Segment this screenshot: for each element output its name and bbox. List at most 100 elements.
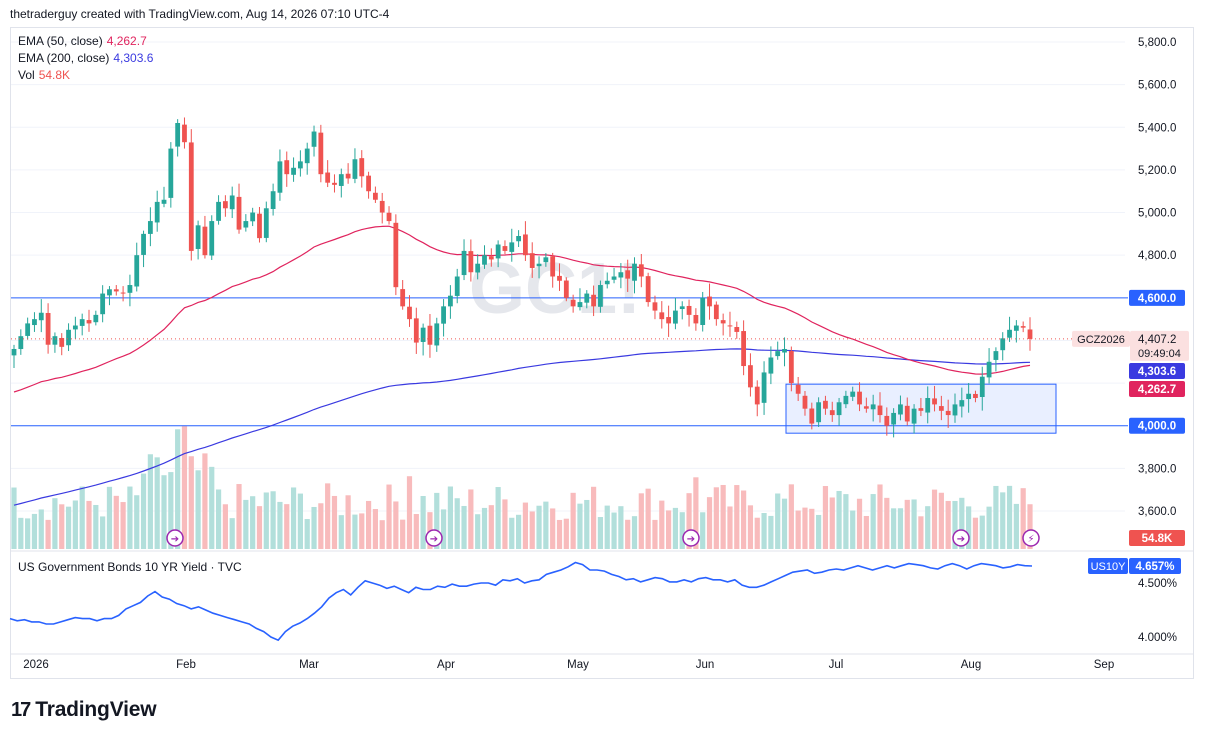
candle-body	[604, 280, 610, 285]
candle-body	[775, 351, 781, 357]
volume-bar	[979, 515, 985, 549]
volume-bar	[556, 519, 563, 549]
time-tick-label: Jul	[829, 659, 844, 671]
candle-body	[693, 315, 699, 324]
candle-body	[536, 263, 542, 267]
volume-bar	[413, 514, 419, 549]
volume-bar	[522, 502, 529, 549]
candle-body	[182, 124, 187, 143]
volume-bar	[706, 497, 713, 549]
volume-bar	[263, 492, 269, 549]
candle-body	[32, 319, 37, 326]
candle-body	[475, 263, 481, 273]
volume-bar	[959, 497, 965, 549]
volume-bar	[38, 509, 44, 549]
candle-body	[945, 410, 951, 416]
candle-body	[141, 233, 146, 255]
volume-bar	[1013, 503, 1019, 549]
ema200-price-tag	[1129, 363, 1185, 379]
volume-bar	[181, 426, 188, 549]
ema200-price-label: 4,303.6	[1138, 366, 1176, 378]
candle-body	[523, 234, 528, 256]
ema200-legend[interactable]: EMA (200, close) 4,303.6	[18, 51, 153, 65]
candle-body	[795, 384, 801, 394]
volume-bar	[345, 495, 351, 549]
volume-bar	[440, 509, 447, 549]
volume-bar	[645, 488, 651, 549]
candle-body	[543, 257, 549, 263]
tradingview-logo[interactable]: 17 TradingView	[11, 698, 157, 722]
tradingview-mark-icon: 17	[11, 698, 31, 721]
volume-bar	[277, 501, 283, 549]
volume-bar	[113, 495, 119, 549]
candle-body	[495, 244, 501, 259]
candle-body	[461, 250, 467, 276]
volume-bar	[488, 505, 494, 549]
volume-bar	[250, 496, 256, 549]
candle-body	[550, 256, 556, 277]
candle-body	[754, 386, 760, 405]
volume-bar	[11, 487, 17, 549]
candle-body	[79, 319, 85, 326]
candle-body	[788, 350, 794, 384]
price-tick-label: 5,000.0	[1138, 208, 1176, 220]
event-arrow-icon: ➔	[171, 534, 179, 545]
candle-body	[297, 161, 303, 169]
volume-bar	[59, 504, 65, 549]
volume-bar	[904, 499, 910, 549]
yield-last-label: 4.657%	[1135, 561, 1174, 573]
volume-bar	[625, 519, 631, 549]
volume-bar	[829, 497, 835, 549]
ema50-legend[interactable]: EMA (50, close) 4,262.7	[18, 34, 147, 48]
volume-bar	[529, 511, 535, 549]
volume-bar	[809, 508, 815, 549]
yield-line	[9, 561, 1033, 642]
candle-body	[366, 175, 371, 192]
candle-body	[468, 251, 474, 273]
vol-legend[interactable]: Vol 54.8K	[18, 68, 70, 82]
candle-body	[147, 221, 153, 234]
volume-bar	[850, 510, 856, 549]
time-tick-label: Feb	[176, 659, 196, 671]
ema200-legend-label: EMA (200, close)	[18, 51, 110, 65]
candle-body	[25, 323, 31, 336]
candle-body	[966, 393, 972, 400]
price-tick-label: 5,400.0	[1138, 122, 1176, 134]
volume-bar	[454, 498, 460, 549]
candle-body	[986, 361, 992, 378]
candle-body	[686, 305, 692, 315]
price-tick-label: 5,600.0	[1138, 80, 1176, 92]
volume-bar	[727, 506, 733, 549]
volume-bar	[666, 510, 672, 549]
volume-bar	[359, 513, 365, 549]
time-tick-label: May	[567, 659, 589, 671]
volume-bar	[236, 484, 242, 549]
volume-bar	[891, 508, 897, 549]
candle-body	[270, 191, 276, 210]
candle-body	[59, 337, 65, 347]
hline-price-label: 4,600.0	[1138, 293, 1176, 305]
volume-bar	[563, 518, 569, 549]
volume-bar	[945, 500, 951, 549]
yield-series-label[interactable]: US Government Bonds 10 YR Yield · TVC	[18, 560, 242, 574]
volume-bar	[747, 505, 754, 549]
candle-body	[127, 285, 133, 293]
yield-last-tag	[1129, 558, 1181, 575]
volume-bar	[495, 487, 501, 549]
candle-body	[38, 312, 44, 321]
candle-body	[304, 148, 310, 164]
candle-body	[918, 408, 924, 411]
price-tick-label: 5,200.0	[1138, 165, 1176, 177]
volume-bar	[1020, 488, 1026, 549]
candle-body	[311, 131, 317, 147]
candle-body	[488, 256, 494, 260]
volume-bar	[986, 506, 992, 549]
volume-bar	[515, 514, 522, 549]
candle-body	[979, 376, 985, 397]
candle-body	[509, 242, 515, 252]
candle-body	[386, 212, 392, 222]
yield-tick-label: 4.000%	[1138, 632, 1177, 644]
candle-body	[195, 225, 201, 249]
volume-bar	[618, 506, 624, 549]
